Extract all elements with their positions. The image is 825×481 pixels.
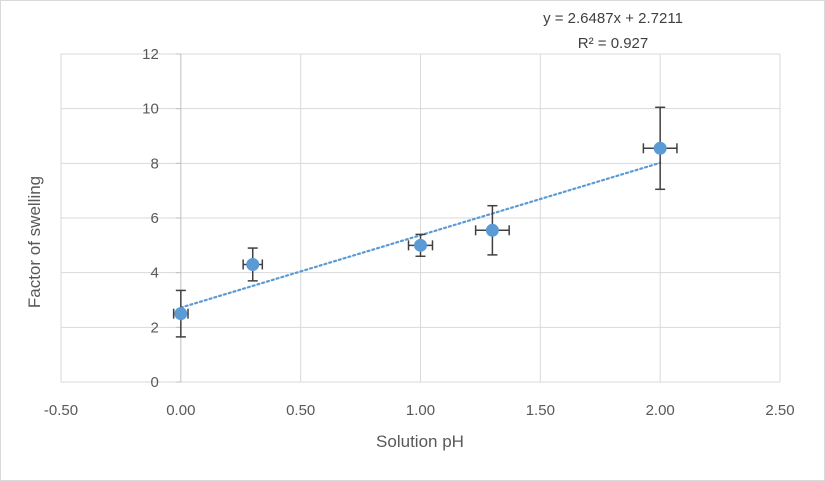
x-tick-label: 1.50 (526, 402, 555, 419)
x-tick-label: -0.50 (44, 402, 78, 419)
x-tick-label: 2.50 (765, 402, 794, 419)
data-point-1 (246, 257, 260, 271)
gridlines (60, 53, 781, 382)
y-tick-label: 10 (142, 101, 159, 118)
y-tick-label: 0 (150, 374, 158, 391)
data-point-2 (414, 238, 427, 252)
trendline-equation: y = 2.6487x + 2.7211 (543, 10, 683, 27)
x-tick-label: 0.50 (286, 402, 315, 419)
y-tick-label: 2 (150, 319, 158, 336)
error-bars (172, 106, 678, 338)
x-tick-label: 2.00 (646, 402, 675, 419)
y-tick-label: 8 (150, 155, 158, 172)
data-points (174, 141, 667, 321)
trendline-r-squared: R² = 0.927 (578, 35, 648, 52)
x-tick-label: 0.00 (166, 402, 195, 419)
x-axis-title: Solution pH (376, 432, 464, 451)
y-axis-title: Factor of swelling (25, 176, 44, 308)
data-point-3 (485, 223, 499, 237)
y-tick-label: 6 (150, 210, 158, 227)
y-tick-label: 4 (150, 265, 158, 282)
y-tick-label: 12 (142, 46, 159, 63)
data-point-0 (174, 307, 188, 321)
x-tick-label: 1.00 (406, 402, 435, 419)
data-point-4 (653, 141, 667, 155)
tick-labels: -0.50 0.00 0.50 1.00 1.50 2.00 2.50 0 2 4 6 8 10 12 (44, 46, 795, 419)
